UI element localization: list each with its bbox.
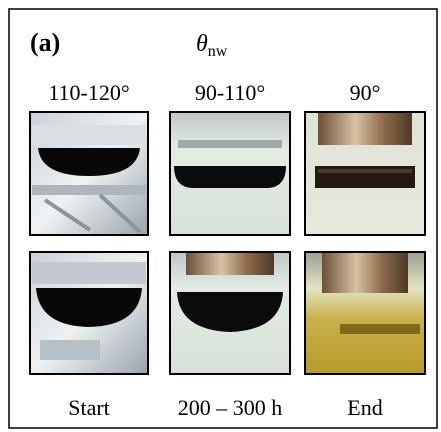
- symbol-base: θ: [196, 31, 208, 57]
- photo: [170, 112, 290, 235]
- column-footer: Start: [68, 395, 110, 420]
- column-header: 90°: [350, 80, 381, 105]
- column-header: 110-120°: [48, 80, 129, 105]
- photo: [305, 252, 425, 374]
- symbol: θnw: [196, 31, 228, 60]
- photo: [170, 252, 290, 374]
- column-footer: End: [347, 395, 382, 420]
- photo: [30, 252, 148, 374]
- column-footer: 200 – 300 h: [178, 395, 283, 420]
- column-header: 90-110°: [195, 80, 265, 105]
- photo: [30, 112, 148, 235]
- figure: (a) θnw 110-120° 90-110° 90° Start: [0, 0, 441, 432]
- panel-label: (a): [30, 28, 60, 57]
- photo: [305, 112, 425, 235]
- symbol-subscript: nw: [208, 43, 228, 60]
